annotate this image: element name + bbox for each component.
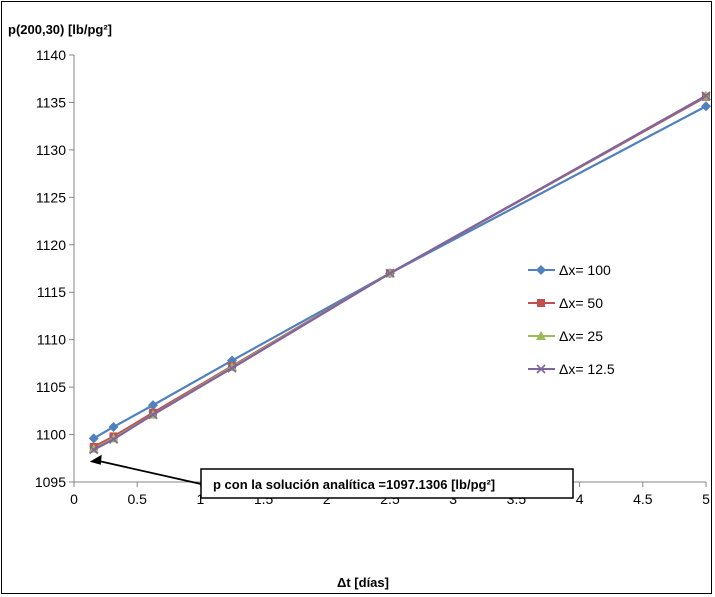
data-point	[385, 268, 395, 278]
legend-marker	[536, 331, 546, 340]
x-tick-label: 0	[70, 491, 78, 507]
legend-label: Δx= 50	[559, 295, 603, 311]
y-tick-label: 1115	[37, 284, 66, 300]
data-point	[88, 433, 99, 444]
annotation-box	[200, 468, 574, 499]
y-tick-label: 1135	[36, 94, 66, 110]
legend-label: Δx= 25	[559, 328, 603, 344]
series-1	[88, 101, 711, 444]
legend-item: Δx= 12.5	[528, 361, 615, 377]
series-line	[93, 94, 707, 451]
x-tick-label: 3	[449, 491, 457, 507]
legend: Δx= 100 Δx= 50 Δx= 25 Δx= 12.5	[528, 262, 615, 377]
data-point	[88, 443, 99, 453]
x-tick-label: 2	[323, 491, 331, 507]
x-axis-title: Δt [días]	[337, 575, 389, 590]
data-point	[108, 421, 119, 432]
y-tick-label: 1125	[36, 189, 66, 205]
y-tick-label: 1140	[36, 47, 66, 63]
legend-marker	[537, 299, 545, 307]
data-point	[701, 91, 711, 101]
legend-marker	[536, 364, 546, 374]
legend-item: Δx= 100	[528, 262, 611, 278]
data-point	[701, 101, 711, 112]
x-tick-label: 1	[197, 491, 205, 507]
y-tick-label: 1110	[37, 332, 66, 348]
legend-label: Δx= 100	[559, 262, 611, 278]
annotation-arrowhead	[89, 454, 102, 465]
y-tick-label: 1130	[36, 142, 66, 158]
x-tick-label: 4	[576, 491, 584, 507]
x-tick-label: 5	[702, 491, 710, 507]
series-4	[89, 91, 711, 455]
x-tick-label: 0.5	[127, 491, 147, 507]
series-layer	[88, 90, 711, 455]
data-point	[227, 363, 237, 373]
legend-item: Δx= 25	[528, 328, 603, 344]
legend-marker	[536, 265, 546, 275]
annotation: p con la solución analítica =1097.1306 […	[89, 454, 574, 499]
legend-label: Δx= 12.5	[559, 361, 615, 377]
y-axis-title: p(200,30) [lb/pg²]	[8, 22, 112, 37]
data-point	[148, 410, 158, 420]
data-point	[148, 400, 158, 411]
legend-item: Δx= 50	[528, 295, 603, 311]
data-point	[108, 434, 119, 444]
y-tick-label: 1095	[35, 474, 66, 490]
annotation-arrow	[97, 459, 202, 485]
annotation-text: p con la solución analítica =1097.1306 […	[213, 477, 495, 492]
y-tick-label: 1105	[36, 379, 66, 395]
y-tick-label: 1100	[36, 427, 66, 443]
data-point	[89, 445, 99, 455]
x-tick-label: 4.5	[633, 491, 653, 507]
series-line	[93, 105, 707, 440]
y-tick-label: 1120	[36, 237, 66, 253]
